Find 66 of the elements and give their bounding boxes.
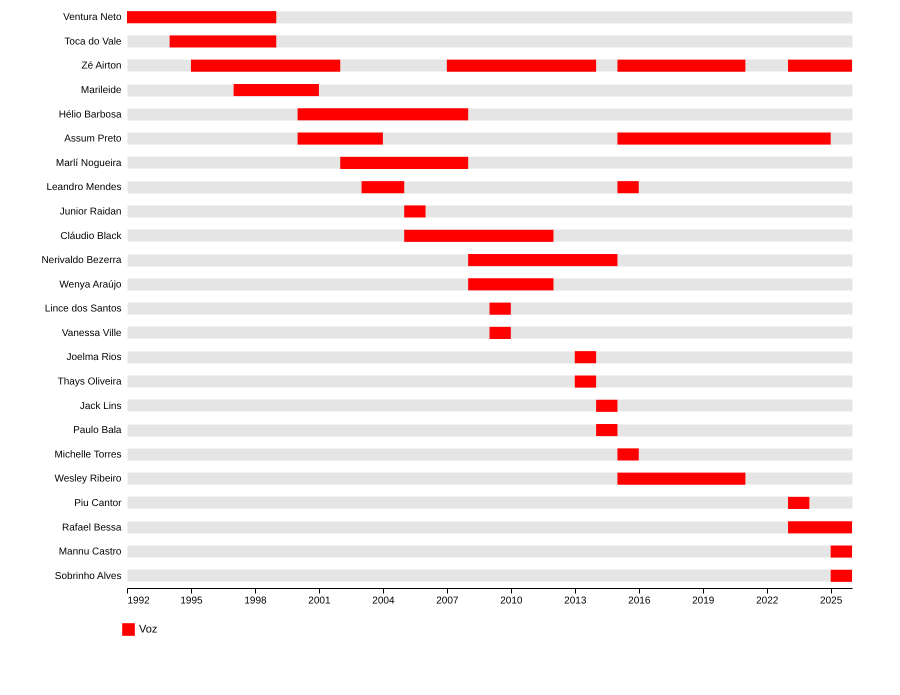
y-tick-label: Ventura Neto: [63, 12, 122, 24]
y-tick-label: Junior Raidan: [60, 206, 122, 218]
bar: [788, 60, 852, 72]
bar: [340, 156, 468, 169]
y-tick-label: Marileide: [80, 85, 122, 96]
y-tick-label: Toca do Vale: [64, 36, 122, 48]
bar: [617, 181, 639, 194]
y-tick-label: Thays Oliveira: [58, 376, 122, 388]
bar: [404, 230, 554, 242]
bar: [468, 254, 618, 266]
x-tick-label: 2007: [436, 596, 459, 606]
y-tick-label: Piu Cantor: [74, 498, 122, 509]
bar: [446, 60, 596, 72]
bar: [362, 181, 404, 194]
y-tick-label: Cláudio Black: [60, 230, 122, 242]
bar: [617, 60, 746, 72]
legend-label: Voz: [139, 624, 158, 636]
bar: [617, 448, 639, 460]
bar: [127, 11, 276, 24]
bar: [190, 60, 340, 72]
x-tick-label: 2025: [820, 596, 843, 606]
bar: [490, 302, 511, 315]
y-tick-label: Marlí Nogueira: [56, 158, 122, 169]
x-tick-label: 1992: [128, 596, 150, 606]
bar: [234, 84, 319, 96]
x-tick-label: 2010: [500, 596, 523, 606]
y-tick-label: Joelma Rios: [66, 352, 122, 364]
y-tick-label: Nerivaldo Bezerra: [41, 255, 122, 266]
y-tick-label: Michelle Torres: [54, 449, 122, 460]
bar: [788, 521, 852, 534]
bar: [617, 132, 831, 145]
x-tick-label: 2016: [628, 596, 651, 606]
bar: [468, 278, 554, 290]
x-tick-label: 2001: [308, 596, 331, 606]
bar: [298, 108, 468, 120]
x-tick-label: 1995: [180, 596, 204, 606]
y-tick-label: Rafael Bessa: [62, 522, 122, 534]
bar: [574, 375, 596, 388]
x-tick-label: 2019: [692, 596, 715, 606]
y-tick-label: Jack Lins: [80, 400, 122, 412]
bar: [617, 472, 746, 485]
x-tick-label: 2004: [372, 596, 395, 606]
bar: [574, 351, 596, 364]
x-tick-label: 1998: [244, 596, 267, 606]
bar: [830, 570, 852, 582]
bar: [490, 326, 511, 340]
y-tick-label: Assum Preto: [64, 134, 122, 145]
x-tick-label: 2022: [756, 596, 779, 606]
y-tick-label: Sobrinho Alves: [54, 570, 122, 582]
bar: [404, 205, 426, 218]
bar: [830, 545, 852, 558]
bar: [788, 496, 810, 510]
y-tick-label: Wenya Araújo: [59, 279, 122, 290]
y-tick-label: Mannu Castro: [58, 546, 122, 558]
y-tick-label: Wesley Ribeiro: [54, 474, 122, 485]
y-tick-label: Hélio Barbosa: [58, 109, 122, 120]
bar: [596, 424, 618, 436]
bar: [596, 400, 618, 412]
y-tick-label: Paulo Bala: [73, 425, 122, 436]
bar: [170, 35, 276, 48]
bar: [298, 132, 383, 145]
y-tick-label: Zé Airton: [81, 60, 122, 72]
y-tick-label: Vanessa Ville: [62, 328, 122, 339]
x-tick-label: 2013: [564, 596, 587, 606]
y-tick-label: Lince dos Santos: [44, 304, 122, 315]
y-tick-label: Leandro Mendes: [46, 182, 122, 194]
